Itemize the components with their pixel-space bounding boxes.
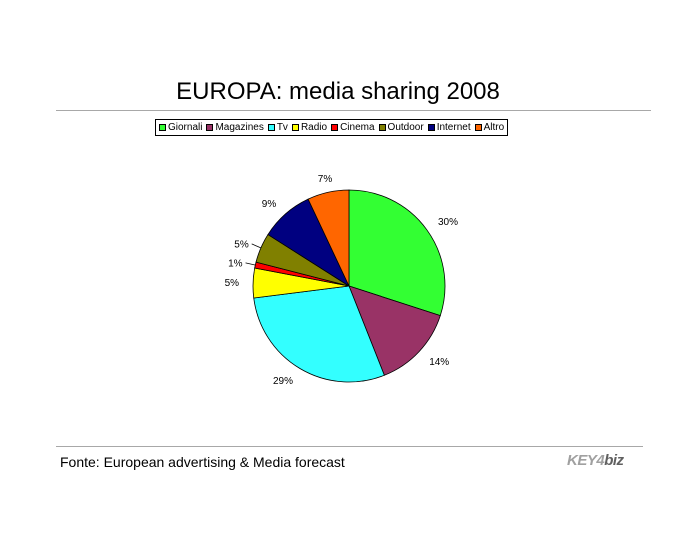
legend-label: Altro — [483, 122, 505, 133]
data-label-outdoor: 5% — [234, 239, 249, 250]
legend-swatch — [291, 124, 299, 131]
data-label-altro: 7% — [318, 174, 333, 185]
chart-title: EUROPA: media sharing 2008 — [176, 78, 500, 105]
legend-swatch — [427, 124, 435, 131]
legend-item-radio: Radio — [291, 122, 328, 133]
source-note: Fonte: European advertising & Media fore… — [60, 454, 345, 470]
logo-part-key4: KEY4 — [567, 452, 605, 469]
legend-item-altro: Altro — [474, 122, 505, 133]
legend-item-magazines: Magazines — [206, 122, 264, 133]
key4biz-logo: KEY4biz — [567, 452, 624, 469]
logo-part-biz: biz — [604, 452, 624, 469]
legend-swatch — [378, 124, 386, 131]
leader-line-outdoor — [251, 243, 262, 249]
legend-label: Internet — [436, 122, 471, 133]
data-label-internet: 9% — [262, 199, 277, 210]
legend-label: Cinema — [340, 122, 375, 133]
data-label-tv: 29% — [273, 376, 293, 387]
data-label-giornali: 30% — [438, 217, 458, 228]
leader-line-cinema — [245, 262, 256, 266]
data-label-cinema: 1% — [228, 258, 243, 269]
pie-slice-altro — [307, 189, 350, 287]
pie-slice-giornali — [348, 189, 446, 317]
legend-label: Giornali — [168, 122, 203, 133]
legend-item-outdoor: Outdoor — [378, 122, 424, 133]
legend-swatch — [331, 124, 339, 131]
legend-item-giornali: Giornali — [159, 122, 202, 133]
data-label-magazines: 14% — [429, 357, 449, 368]
legend-item-internet: Internet — [427, 122, 471, 133]
chart-legend: Giornali Magazines Tv Radio Cinema Outdoor Int… — [155, 119, 509, 136]
bottom-divider — [56, 446, 643, 447]
legend-label: Magazines — [215, 122, 264, 133]
legend-label: Outdoor — [387, 122, 424, 133]
pie-slice-tv — [253, 285, 385, 383]
legend-label: Radio — [300, 122, 328, 133]
legend-item-cinema: Cinema — [331, 122, 375, 133]
top-divider — [56, 110, 651, 111]
pie-slice-magazines — [348, 285, 441, 376]
legend-item-tv: Tv — [267, 122, 288, 133]
legend-label: Tv — [276, 122, 288, 133]
legend-swatch — [474, 124, 482, 131]
legend-swatch — [267, 124, 275, 131]
legend-swatch — [159, 124, 166, 131]
data-label-radio: 5% — [225, 278, 240, 289]
legend-swatch — [206, 124, 214, 131]
